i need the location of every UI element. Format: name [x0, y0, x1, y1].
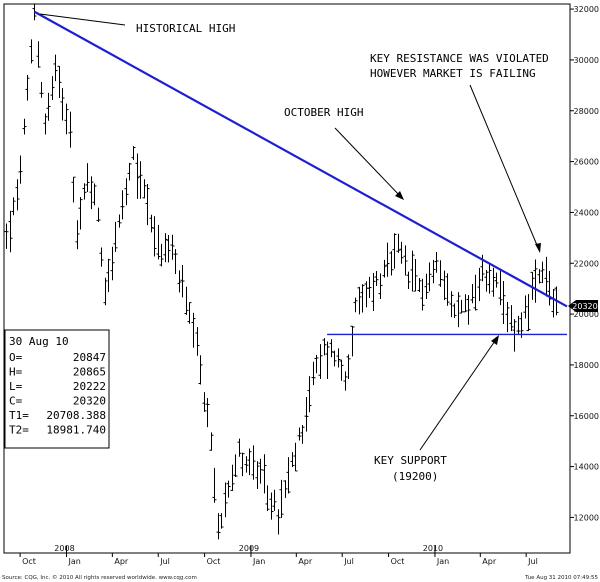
x-tick-label: Jan	[436, 557, 449, 566]
october-high-label: OCTOBER HIGH	[284, 106, 363, 119]
x-tick-label: Jul	[527, 557, 538, 566]
x-tick-label: Apr	[114, 557, 129, 566]
x-tick-label: Jul	[343, 557, 354, 566]
info-row-label: C=	[9, 395, 23, 408]
historical-high-pointer	[39, 13, 126, 26]
info-row-label: O=	[9, 351, 23, 364]
info-row-label: L=	[9, 380, 23, 393]
y-tick-label: 14000	[574, 463, 599, 472]
y-tick-label: 16000	[574, 412, 599, 421]
info-row-label: T2=	[9, 424, 29, 437]
resistance-trendline	[33, 10, 568, 308]
y-tick-label: 26000	[574, 158, 599, 167]
info-row-label: T1=	[9, 409, 29, 422]
price-bars	[4, 3, 559, 540]
info-row-value: 20865	[73, 366, 106, 379]
resistance-label-line2: HOWEVER MARKET IS FAILING	[370, 67, 536, 80]
resistance-label-line1: KEY RESISTANCE WAS VIOLATED	[370, 52, 549, 65]
x-year-label: 2009	[239, 544, 259, 553]
last-price-value: 20320	[572, 302, 597, 311]
info-row-label: H=	[9, 366, 23, 379]
x-tick-label: Jan	[252, 557, 265, 566]
support-pointer	[419, 337, 498, 451]
x-tick-label: Oct	[207, 557, 221, 566]
x-tick-label: Oct	[22, 557, 36, 566]
x-axis: Oct Jan Apr Jul Oct Jan Apr Jul Oct Jan Apr Jul 2008…	[19, 544, 538, 566]
info-row-value: 20222	[73, 380, 106, 393]
x-year-label: 2010	[423, 544, 443, 553]
support-label-line2: (19200)	[392, 470, 438, 483]
support-arrowhead	[491, 335, 499, 345]
info-row-value: 20708.388	[46, 409, 106, 422]
x-tick-label: Jan	[67, 557, 80, 566]
footer-timestamp: Tue Aug 31 2010 07:49:55	[524, 575, 598, 581]
last-price-marker: 20320	[568, 299, 598, 312]
y-tick-label: 32000	[574, 5, 599, 14]
x-tick-label: Apr	[298, 557, 313, 566]
y-tick-label: 12000	[574, 513, 599, 522]
info-date: 30 Aug 10	[9, 335, 69, 348]
annotations: HISTORICAL HIGH OCTOBER HIGH KEY RESISTA…	[39, 13, 549, 483]
info-box-frame	[4, 329, 110, 449]
october-high-pointer	[334, 127, 403, 199]
footer-source: Source: CQG, Inc. © 2010 All rights rese…	[2, 574, 197, 581]
y-tick-label: 22000	[574, 259, 599, 268]
y-axis: 12000 14000 16000 18000 20000 22000 24000 26000…	[570, 5, 599, 522]
x-tick-label: Apr	[482, 557, 497, 566]
x-tick-label: Oct	[391, 557, 405, 566]
trend-lines	[33, 10, 568, 336]
info-rows: O= 20847 H= 20865 L= 20222 C= 20320 T1= 20708.388…	[9, 351, 106, 437]
info-row-value: 18981.740	[46, 424, 106, 437]
x-year-label: 2008	[54, 544, 74, 553]
plot-frame	[3, 3, 571, 554]
support-label-line1: KEY SUPPORT	[374, 454, 447, 467]
october-high-arrowhead	[395, 191, 404, 200]
y-tick-label: 30000	[574, 56, 599, 65]
resistance-arrowhead	[535, 243, 541, 253]
y-tick-label: 20000	[574, 310, 599, 319]
info-box: 30 Aug 10 O= 20847 H= 20865 L= 20222 C= 20320 T1…	[4, 329, 110, 449]
info-row-value: 20320	[73, 395, 106, 408]
resistance-pointer	[469, 84, 540, 251]
x-tick-label: Jul	[159, 557, 170, 566]
historical-high-label: HISTORICAL HIGH	[136, 22, 235, 35]
y-tick-label: 28000	[574, 107, 599, 116]
y-tick-label: 24000	[574, 208, 599, 217]
y-tick-label: 18000	[574, 361, 599, 370]
last-price-tag	[568, 299, 598, 312]
info-row-value: 20847	[73, 351, 106, 364]
